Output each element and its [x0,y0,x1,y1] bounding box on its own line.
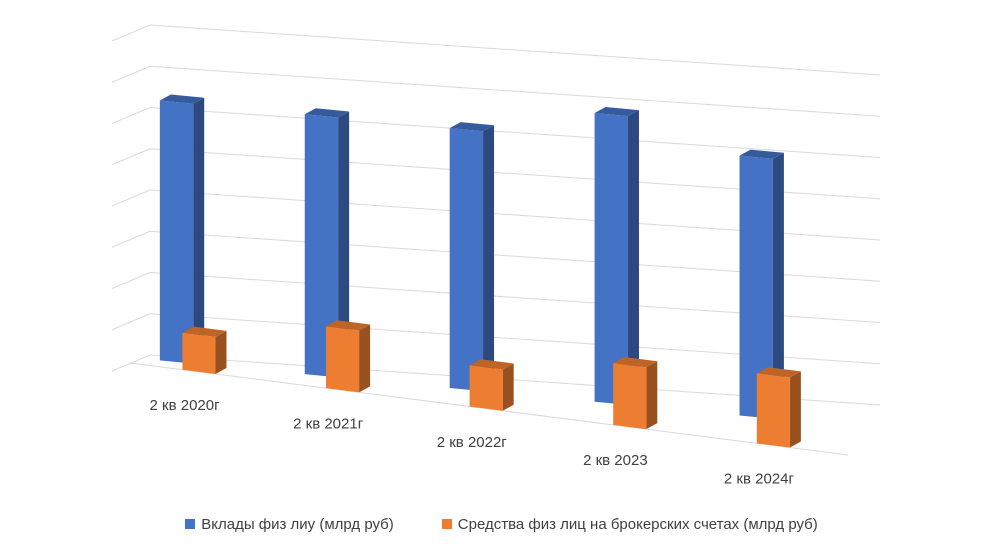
legend-swatch-deposits [185,519,196,529]
bar-brokerage-4 [756,367,801,448]
bar-side [193,97,205,364]
gridline-side [111,24,151,42]
gridline-side [111,148,151,166]
bar-front [594,112,628,405]
bar-side [338,111,350,378]
gridline [149,65,881,117]
legend-item-brokerage: Средства физ лиц на брокерских счетах (м… [441,515,818,533]
bar-side [772,152,784,419]
bar-side [215,330,227,374]
gridline [149,24,881,76]
legend: Вклады физ лиу (млрд руб) Средства физ л… [0,510,1003,538]
bar-side [627,110,639,405]
bar-front [469,365,503,411]
bar-side [789,371,801,448]
bar-top [326,320,371,331]
bar-deposits-4 [739,149,784,419]
category-label: 2 кв 2020г [150,397,221,414]
bar-deposits-3 [594,106,639,405]
bar-side [359,324,371,393]
bar-side [502,363,514,411]
bar-top [469,359,514,370]
category-labels: 2 кв 2020г 2 кв 2021г 2 кв 2022г 2 кв 2023 2… [150,397,795,488]
bar-front [449,128,484,392]
bar-top [159,94,205,104]
category-label: 2 кв 2022г [437,434,508,451]
bar-side [646,361,658,430]
bar-brokerage-0 [182,326,227,374]
category-label: 2 кв 2021г [293,415,364,432]
bar-top [739,149,784,159]
bar-front [182,332,216,374]
legend-swatch-brokerage [441,519,452,529]
gridline-side [111,189,151,207]
gridline-side [111,107,151,124]
bars-group [159,94,801,448]
bar-front [326,326,360,393]
bar-front [613,363,647,430]
gridline-side [111,230,151,248]
bar-top [594,106,639,117]
bar-deposits-0 [159,94,205,364]
bar-brokerage-2 [469,359,514,411]
bar-brokerage-1 [326,320,371,393]
bar-front [756,373,790,448]
bar-deposits-1 [304,108,350,378]
legend-item-deposits: Вклады физ лиу (млрд руб) [185,516,394,533]
legend-label-deposits: Вклады физ лиу (млрд руб) [201,515,394,533]
gridline-side [111,313,151,331]
bar-top [449,122,495,132]
legend-label-brokerage: Средства физ лиц на брокерских счетах (м… [457,515,818,533]
gridline-side [111,272,151,289]
bar-top [756,367,801,378]
gridlines [111,24,881,456]
bar-front [159,100,194,364]
category-label: 2 кв 2023 [583,452,648,469]
bar-deposits-2 [449,122,495,392]
bar-top [613,357,658,368]
floor-edge [129,362,849,456]
bar-brokerage-3 [613,357,658,430]
gridline [149,107,881,158]
bar-top [182,326,227,337]
bar-front [739,155,773,419]
bar-front [304,114,339,378]
gridline-side [111,65,151,83]
bar-top [304,108,350,118]
category-label: 2 кв 2024г [724,471,795,488]
bar-side [483,125,495,392]
